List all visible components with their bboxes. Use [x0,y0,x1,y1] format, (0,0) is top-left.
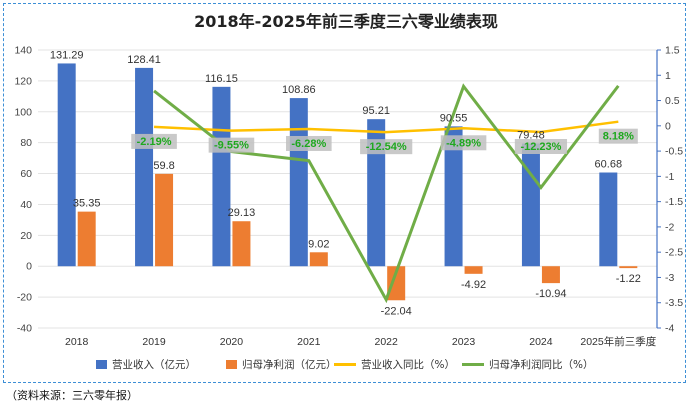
y-right-tick-label: -4 [665,323,674,335]
y-left-tick-label: 140 [14,45,32,57]
bar-net-profit [77,211,96,267]
y-right-tick-label: 1 [665,70,671,82]
y-right-tick-label: 0.5 [665,95,680,107]
y-right-tick-label: -2.5 [665,247,683,259]
bar-net-profit [619,266,638,269]
data-label-net-profit: -10.94 [535,288,566,300]
data-label-revenue: 131.29 [50,49,84,61]
y-right-tick-label: -2 [665,221,674,233]
data-label-net-profit: 9.02 [308,238,329,250]
bar-net-profit [387,266,406,301]
bar-net-profit [232,221,251,267]
data-label-revenue-yoy: 8.18% [603,131,634,143]
data-label-revenue-yoy: -12.23% [520,141,561,153]
data-label-revenue: 90.55 [440,112,468,124]
y-left-tick-label: 100 [14,106,32,118]
y-right-tick-label: -3.5 [665,297,683,309]
data-label-revenue-yoy: -4.89% [446,137,481,149]
data-label-revenue-yoy: -12.54% [366,141,407,153]
bar-revenue [135,67,154,267]
data-label-revenue-yoy: -9.55% [214,140,249,152]
x-tick-label: 2020 [220,336,244,348]
y-right-tick-label: -1.5 [665,196,683,208]
data-label-revenue-yoy: -6.28% [291,138,326,150]
y-left-tick-label: -20 [17,292,32,304]
data-label-box-revenue-yoy [208,137,255,153]
bar-revenue [57,63,76,267]
y-left-tick-label: -40 [17,323,32,335]
legend-swatch-revenue-yoy [334,363,356,366]
y-left-tick-label: 20 [20,230,32,242]
legend-item-revenue-yoy: 营业收入同比（%） [334,357,455,372]
data-label-revenue: 95.21 [362,105,390,117]
y-left-tick-label: 120 [14,75,32,87]
legend-item-revenue: 营业收入（亿元） [96,357,196,372]
data-label-box-revenue-yoy [286,135,332,151]
legend-swatch-net-profit-yoy [462,363,484,366]
line-revenue-yoy [154,120,619,134]
chart-frame [3,3,686,383]
legend-label-revenue: 营业收入（亿元） [112,359,196,371]
data-label-revenue: 116.15 [205,73,238,85]
data-label-revenue: 79.48 [517,129,545,141]
y-left-tick-label: 40 [20,199,32,211]
legend-label-revenue-yoy: 营业收入同比（%） [361,359,455,371]
y-right-tick-label: -3 [665,272,674,284]
data-label-revenue: 60.68 [595,159,623,171]
data-label-box-revenue-yoy [131,133,177,149]
data-label-net-profit: -1.22 [616,273,641,285]
bar-revenue [289,98,308,267]
data-label-box-revenue-yoy [440,135,487,151]
data-label-revenue-yoy: -2.19% [137,136,172,148]
data-label-net-profit: 59.8 [153,160,174,172]
legend-item-net-profit: 归母净利润（亿元） [226,357,337,372]
data-label-revenue: 128.41 [127,54,161,66]
data-label-net-profit: -22.04 [381,305,412,317]
bar-net-profit [309,252,328,267]
bar-net-profit [155,173,174,267]
data-label-net-profit: 35.35 [73,198,101,210]
legend-item-net-profit-yoy: 归母净利润同比（%） [462,357,593,372]
x-tick-label: 2024 [529,336,553,348]
data-label-box-revenue-yoy [514,138,568,154]
data-label-net-profit: -4.92 [461,279,486,291]
x-tick-label: 2022 [375,336,399,348]
x-tick-label: 2023 [452,336,476,348]
chart-title: 2018年-2025年前三季度三六零业绩表现 [194,12,498,31]
bar-net-profit [541,266,560,284]
x-tick-label: 2025年前三季度 [580,335,656,348]
legend-label-net-profit: 归母净利润（亿元） [242,359,337,371]
legend-swatch-net-profit [226,360,237,369]
bar-revenue [521,143,540,267]
legend-swatch-revenue [96,360,107,369]
y-right-tick-label: -1 [665,171,674,183]
y-right-tick-label: 1.5 [665,45,680,57]
data-label-revenue: 108.86 [282,84,316,96]
data-label-box-revenue-yoy [598,128,638,144]
source-note: （资料来源：三六零年报） [6,389,138,402]
x-tick-label: 2021 [297,336,321,348]
y-left-tick-label: 60 [20,168,32,180]
y-left-tick-label: 0 [26,261,32,273]
bar-revenue [367,119,386,267]
bar-revenue [212,86,231,267]
bar-revenue [599,172,618,267]
legend-label-net-profit-yoy: 归母净利润同比（%） [489,359,594,371]
x-tick-label: 2018 [65,336,89,348]
data-label-net-profit: 29.13 [228,207,256,219]
y-left-tick-label: 80 [20,137,32,149]
bar-net-profit [464,266,483,274]
y-right-tick-label: 0 [665,120,671,132]
data-label-box-revenue-yoy [360,139,413,155]
bar-revenue [444,126,463,267]
y-right-tick-label: -0.5 [665,146,683,158]
x-tick-label: 2019 [142,336,166,348]
